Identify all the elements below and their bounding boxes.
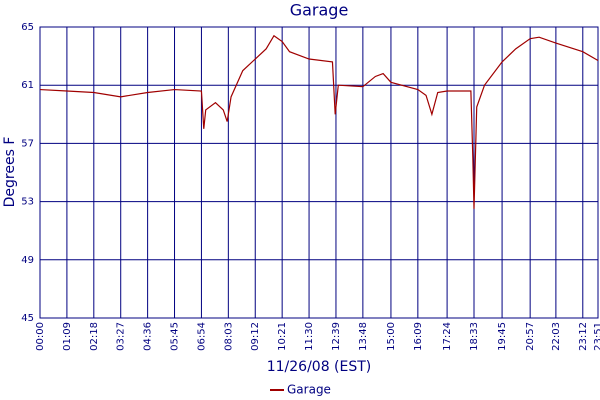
x-tick-label: 16:09 <box>413 322 424 351</box>
x-axis-title: 11/26/08 (EST) <box>267 359 372 375</box>
y-tick-label: 45 <box>21 313 34 324</box>
x-tick-label: 23:51 <box>593 322 600 351</box>
x-tick-label: 15:00 <box>386 322 397 351</box>
x-tick-label: 03:27 <box>116 322 127 351</box>
legend-label: Garage <box>287 383 331 397</box>
x-tick-label: 18:33 <box>469 322 480 351</box>
x-tick-label: 00:00 <box>35 322 46 351</box>
x-tick-label: 06:54 <box>196 322 207 351</box>
x-tick-label: 12:39 <box>331 322 342 351</box>
x-tick-label: 20:57 <box>525 322 536 351</box>
data-line <box>39 34 599 209</box>
x-tick-label: 11:30 <box>304 322 315 351</box>
y-tick-label: 65 <box>21 22 34 33</box>
x-tick-label: 05:45 <box>170 322 181 351</box>
x-tick-label: 02:18 <box>89 322 100 351</box>
y-tick-label: 49 <box>21 255 34 266</box>
x-tick-label: 19:45 <box>497 322 508 351</box>
x-tick-label: 10:21 <box>277 322 288 351</box>
plot-area <box>39 26 599 319</box>
x-tick-label: 09:12 <box>250 322 261 351</box>
x-tick-label: 08:03 <box>223 322 234 351</box>
x-tick-label: 13:48 <box>358 322 369 351</box>
y-axis-title: Degrees F <box>2 137 18 208</box>
x-tick-label: 17:24 <box>442 322 453 351</box>
chart-title: Garage <box>290 1 349 20</box>
x-tick-label: 22:03 <box>551 322 562 351</box>
x-tick-label: 23:12 <box>578 322 589 351</box>
x-tick-label: 04:36 <box>143 322 154 351</box>
y-tick-label: 57 <box>21 138 34 149</box>
y-tick-label: 61 <box>21 80 34 91</box>
x-tick-label: 01:09 <box>62 322 73 351</box>
y-tick-label: 53 <box>21 197 34 208</box>
